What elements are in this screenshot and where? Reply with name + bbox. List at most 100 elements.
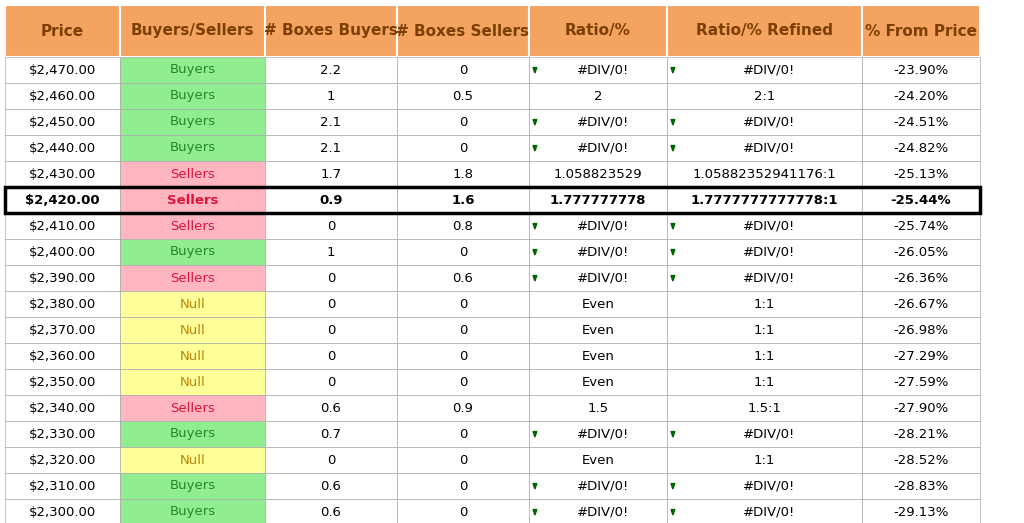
Bar xyxy=(5,317,120,343)
Text: 2:1: 2:1 xyxy=(754,89,775,103)
Text: -28.52%: -28.52% xyxy=(893,453,948,467)
Bar xyxy=(265,265,397,291)
Text: $2,320.00: $2,320.00 xyxy=(29,453,96,467)
Polygon shape xyxy=(534,145,537,151)
Text: $2,410.00: $2,410.00 xyxy=(29,220,96,233)
Bar xyxy=(265,161,397,187)
Bar xyxy=(667,239,862,265)
Text: Buyers/Sellers: Buyers/Sellers xyxy=(131,24,254,39)
Bar xyxy=(529,343,667,369)
Text: Null: Null xyxy=(179,324,206,336)
Bar xyxy=(397,343,529,369)
Text: -26.67%: -26.67% xyxy=(893,298,948,311)
Text: Sellers: Sellers xyxy=(170,402,215,415)
Bar xyxy=(397,5,529,57)
Bar xyxy=(862,343,980,369)
Bar xyxy=(529,499,667,523)
Bar xyxy=(5,265,120,291)
Text: 1.777777778: 1.777777778 xyxy=(550,194,646,207)
Bar xyxy=(862,369,980,395)
Bar xyxy=(397,109,529,135)
Text: Buyers: Buyers xyxy=(169,116,216,129)
Text: -26.05%: -26.05% xyxy=(893,245,948,258)
Text: -28.21%: -28.21% xyxy=(893,427,948,440)
Bar xyxy=(529,109,667,135)
Bar xyxy=(667,473,862,499)
Bar xyxy=(667,317,862,343)
Text: #DIV/0!: #DIV/0! xyxy=(743,245,796,258)
Text: -24.20%: -24.20% xyxy=(893,89,948,103)
Bar xyxy=(5,473,120,499)
Text: Buyers: Buyers xyxy=(169,89,216,103)
Bar xyxy=(529,447,667,473)
Text: 0: 0 xyxy=(459,506,467,518)
Text: 0: 0 xyxy=(459,480,467,493)
Text: 0.7: 0.7 xyxy=(321,427,341,440)
Text: $2,460.00: $2,460.00 xyxy=(29,89,96,103)
Bar xyxy=(529,473,667,499)
Text: # Boxes Buyers: # Boxes Buyers xyxy=(264,24,398,39)
Bar xyxy=(265,447,397,473)
Bar xyxy=(5,187,980,213)
Bar xyxy=(397,317,529,343)
Bar xyxy=(120,5,265,57)
Bar xyxy=(529,135,667,161)
Text: 1.5: 1.5 xyxy=(588,402,608,415)
Text: 0: 0 xyxy=(459,376,467,389)
Text: 1.7: 1.7 xyxy=(321,167,342,180)
Text: 1.8: 1.8 xyxy=(453,167,473,180)
Bar xyxy=(862,161,980,187)
Bar xyxy=(120,317,265,343)
Bar xyxy=(5,343,120,369)
Text: Buyers: Buyers xyxy=(169,480,216,493)
Bar xyxy=(667,369,862,395)
Bar xyxy=(667,421,862,447)
Bar xyxy=(265,83,397,109)
Text: Sellers: Sellers xyxy=(167,194,218,207)
Bar xyxy=(120,161,265,187)
Text: Sellers: Sellers xyxy=(170,167,215,180)
Text: #DIV/0!: #DIV/0! xyxy=(577,480,629,493)
Text: #DIV/0!: #DIV/0! xyxy=(577,220,629,233)
Bar xyxy=(5,187,120,213)
Text: -28.83%: -28.83% xyxy=(893,480,948,493)
Bar xyxy=(5,369,120,395)
Bar xyxy=(862,499,980,523)
Bar xyxy=(5,395,120,421)
Text: $2,330.00: $2,330.00 xyxy=(29,427,96,440)
Text: -24.82%: -24.82% xyxy=(893,142,948,154)
Bar xyxy=(120,57,265,83)
Text: 0: 0 xyxy=(459,116,467,129)
Text: 2.1: 2.1 xyxy=(321,116,342,129)
Text: #DIV/0!: #DIV/0! xyxy=(743,271,796,285)
Bar xyxy=(397,187,529,213)
Bar xyxy=(529,421,667,447)
Bar xyxy=(120,369,265,395)
Polygon shape xyxy=(534,276,537,281)
Bar xyxy=(397,213,529,239)
Bar xyxy=(120,239,265,265)
Text: -26.98%: -26.98% xyxy=(893,324,948,336)
Text: -25.44%: -25.44% xyxy=(891,194,951,207)
Text: 0.8: 0.8 xyxy=(453,220,473,233)
Bar xyxy=(529,83,667,109)
Text: #DIV/0!: #DIV/0! xyxy=(577,271,629,285)
Bar xyxy=(862,395,980,421)
Bar xyxy=(5,213,120,239)
Polygon shape xyxy=(671,145,675,151)
Text: $2,370.00: $2,370.00 xyxy=(29,324,96,336)
Bar xyxy=(120,109,265,135)
Bar xyxy=(667,5,862,57)
Bar xyxy=(265,109,397,135)
Bar xyxy=(529,317,667,343)
Bar xyxy=(265,499,397,523)
Text: 1:1: 1:1 xyxy=(754,376,775,389)
Bar xyxy=(5,109,120,135)
Polygon shape xyxy=(534,484,537,489)
Bar xyxy=(667,343,862,369)
Text: $2,430.00: $2,430.00 xyxy=(29,167,96,180)
Text: Even: Even xyxy=(582,324,614,336)
Text: Null: Null xyxy=(179,349,206,362)
Text: 2.2: 2.2 xyxy=(321,63,342,76)
Bar xyxy=(862,291,980,317)
